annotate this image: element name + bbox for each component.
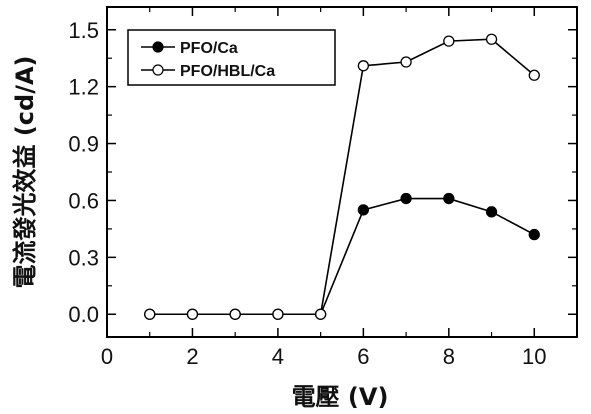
legend-label-pfo-hbl-ca: PFO/HBL/Ca	[180, 63, 275, 80]
data-point-pfo-hbl-ca	[229, 308, 241, 320]
legend-box	[127, 29, 336, 86]
y-tick-label: 0.0	[68, 302, 99, 327]
legend-marker-pfo-ca	[152, 41, 164, 53]
y-tick-label: 1.5	[68, 18, 99, 43]
data-point-pfo-hbl-ca	[144, 308, 156, 320]
legend-label-pfo-ca: PFO/Ca	[180, 40, 238, 57]
data-point-pfo-ca	[400, 192, 412, 205]
data-point-pfo-hbl-ca	[272, 308, 284, 320]
data-point-pfo-ca	[528, 228, 540, 241]
y-tick-label: 0.3	[68, 245, 99, 270]
data-point-pfo-hbl-ca	[528, 69, 540, 81]
legend: PFO/Ca PFO/HBL/Ca	[127, 29, 336, 86]
data-point-pfo-hbl-ca	[443, 35, 455, 47]
data-point-pfo-ca	[485, 206, 498, 218]
legend-marker-pfo-hbl-ca	[152, 64, 164, 76]
data-point-pfo-hbl-ca	[400, 56, 412, 68]
axes: 0 2 4 6 8 10 0.0 0.3 0.6 0.9 1.2 1.5	[68, 7, 578, 369]
data-point-pfo-hbl-ca	[357, 60, 370, 72]
y-axis-title: 電流發光效益 (cd/A)	[11, 55, 39, 288]
series-line-pfo-ca	[149, 197, 535, 316]
data-point-pfo-hbl-ca	[485, 33, 498, 45]
data-point-pfo-ca	[357, 204, 370, 216]
series-layer	[144, 33, 540, 320]
x-axis-title: 電壓 (V)	[292, 383, 389, 411]
x-tick-label: 4	[272, 344, 284, 369]
y-tick-label: 1.2	[68, 75, 99, 100]
y-tick-label: 0.6	[68, 188, 99, 213]
y-tick-label: 0.9	[68, 132, 99, 157]
data-point-pfo-ca	[443, 192, 455, 205]
x-tick-label: 6	[357, 344, 369, 369]
data-point-pfo-hbl-ca	[314, 308, 327, 320]
data-point-pfo-hbl-ca	[186, 308, 199, 320]
x-tick-label: 2	[186, 344, 198, 369]
x-tick-label: 0	[101, 344, 113, 369]
x-tick-label: 8	[443, 344, 455, 369]
series-line-pfo-hbl-ca	[149, 38, 535, 316]
x-tick-label: 10	[522, 344, 546, 369]
